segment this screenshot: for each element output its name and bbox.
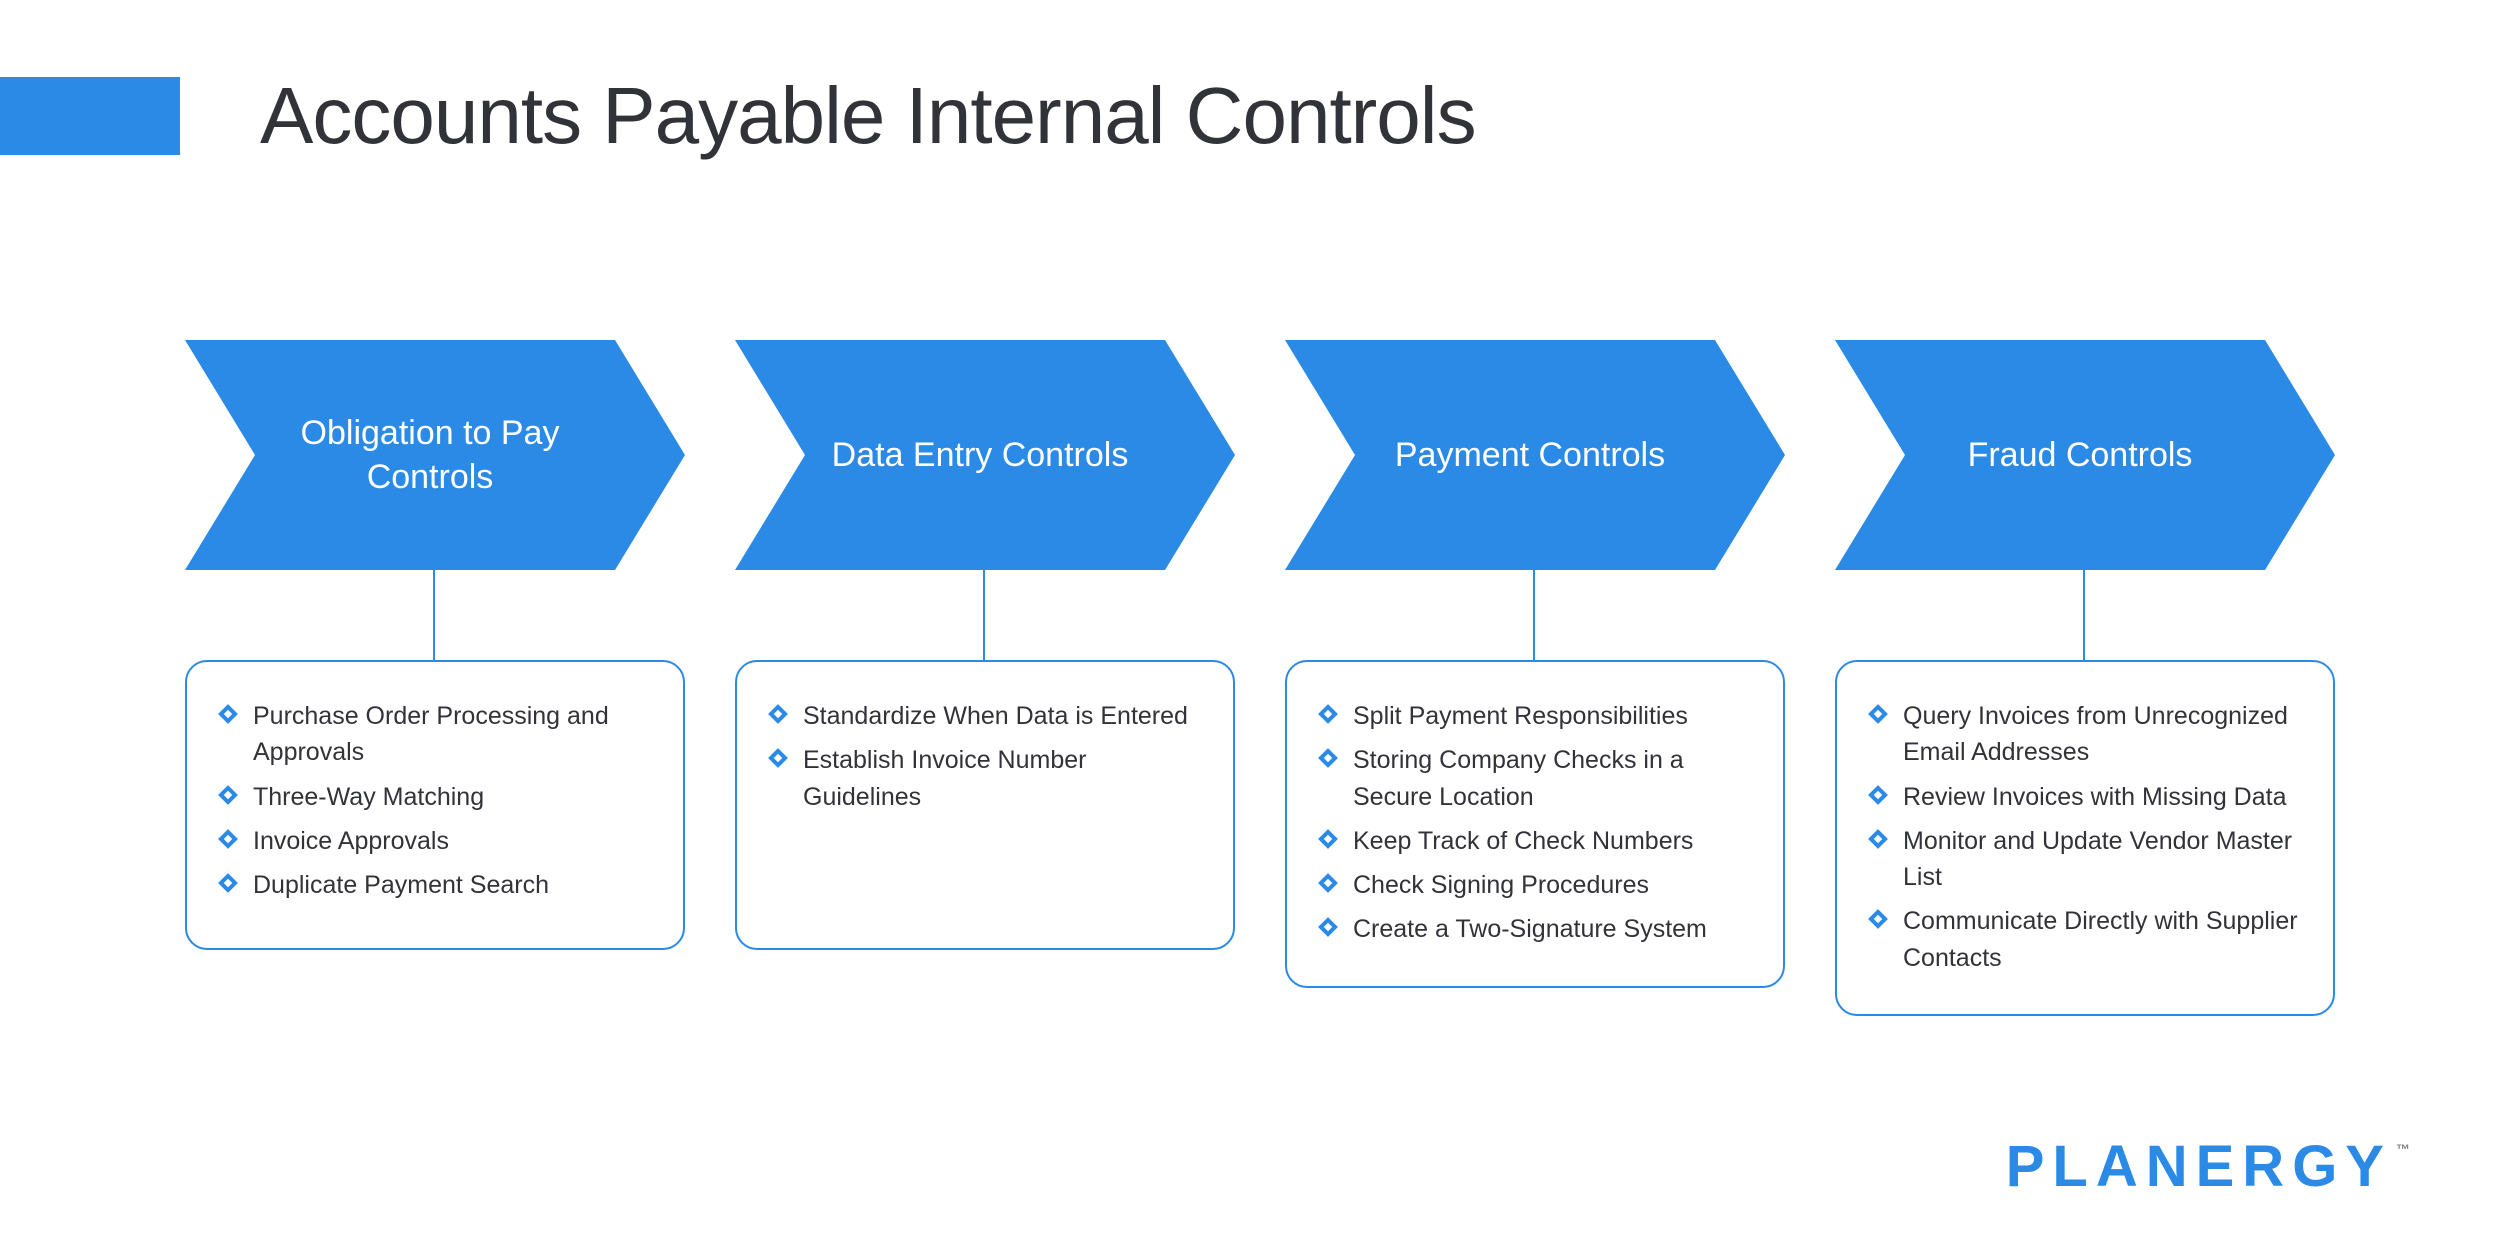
flow-column: Data Entry ControlsStandardize When Data… xyxy=(735,340,1235,570)
list-item: Review Invoices with Missing Data xyxy=(1867,779,2303,815)
list-item: Standardize When Data is Entered xyxy=(767,698,1203,734)
brand-logo: PLANERGY ™ xyxy=(2006,1133,2410,1200)
detail-card: Standardize When Data is Entered Establis… xyxy=(735,660,1235,950)
list-item: Split Payment Responsibilities xyxy=(1317,698,1753,734)
detail-list: Purchase Order Processing and Approvals T… xyxy=(217,698,653,903)
flow-column: Obligation to Pay ControlsPurchase Order… xyxy=(185,340,685,570)
detail-list: Standardize When Data is Entered Establis… xyxy=(767,698,1203,815)
list-item: Monitor and Update Vendor Master List xyxy=(1867,823,2303,896)
chevron-label: Data Entry Controls xyxy=(735,340,1205,570)
list-item: Three-Way Matching xyxy=(217,779,653,815)
chevron-label: Obligation to Pay Controls xyxy=(185,340,655,570)
detail-card: Split Payment Responsibilities Storing Co… xyxy=(1285,660,1785,988)
list-item: Check Signing Procedures xyxy=(1317,867,1753,903)
detail-list: Split Payment Responsibilities Storing Co… xyxy=(1317,698,1753,948)
list-item: Duplicate Payment Search xyxy=(217,867,653,903)
detail-card: Purchase Order Processing and Approvals T… xyxy=(185,660,685,950)
list-item: Establish Invoice Number Guidelines xyxy=(767,742,1203,815)
chevron-label: Fraud Controls xyxy=(1835,340,2305,570)
connector-line xyxy=(1533,570,1535,660)
chevron-label: Payment Controls xyxy=(1285,340,1755,570)
list-item: Purchase Order Processing and Approvals xyxy=(217,698,653,771)
chevron: Obligation to Pay Controls xyxy=(185,340,685,570)
header: Accounts Payable Internal Controls xyxy=(0,70,1476,162)
chevron: Fraud Controls xyxy=(1835,340,2335,570)
page-title: Accounts Payable Internal Controls xyxy=(260,70,1476,162)
flow-column: Fraud ControlsQuery Invoices from Unreco… xyxy=(1835,340,2335,570)
connector-line xyxy=(2083,570,2085,660)
list-item: Storing Company Checks in a Secure Locat… xyxy=(1317,742,1753,815)
chevron: Payment Controls xyxy=(1285,340,1785,570)
flow-row: Obligation to Pay ControlsPurchase Order… xyxy=(185,340,2335,570)
logo-text: PLANERGY xyxy=(2006,1133,2392,1200)
detail-card: Query Invoices from Unrecognized Email A… xyxy=(1835,660,2335,1016)
list-item: Invoice Approvals xyxy=(217,823,653,859)
accent-bar xyxy=(0,77,180,155)
trademark-symbol: ™ xyxy=(2396,1141,2410,1157)
list-item: Keep Track of Check Numbers xyxy=(1317,823,1753,859)
flow-column: Payment ControlsSplit Payment Responsibi… xyxy=(1285,340,1785,570)
chevron: Data Entry Controls xyxy=(735,340,1235,570)
connector-line xyxy=(983,570,985,660)
list-item: Query Invoices from Unrecognized Email A… xyxy=(1867,698,2303,771)
list-item: Create a Two-Signature System xyxy=(1317,911,1753,947)
connector-line xyxy=(433,570,435,660)
detail-list: Query Invoices from Unrecognized Email A… xyxy=(1867,698,2303,976)
list-item: Communicate Directly with Supplier Conta… xyxy=(1867,903,2303,976)
